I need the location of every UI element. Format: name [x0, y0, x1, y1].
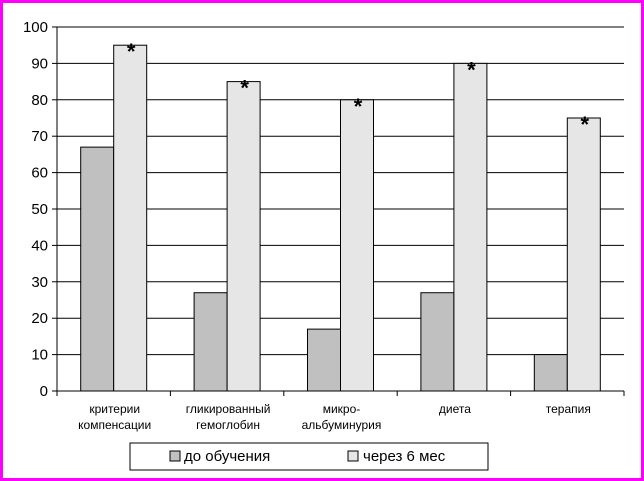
bar-s1-c1 — [226, 81, 261, 392]
bar-s0-c4 — [533, 354, 568, 392]
significance-star-2: * — [354, 94, 363, 119]
significance-star-0: * — [127, 39, 136, 64]
category-label-4-0: терапия — [546, 402, 591, 416]
y-tick-label-70: 70 — [31, 128, 48, 145]
category-label-0-1: компенсации — [78, 418, 151, 432]
y-tick-label-100: 100 — [23, 19, 48, 36]
y-tick-label-30: 30 — [31, 274, 48, 291]
bar-s1-c0 — [113, 44, 148, 392]
category-label-1-1: гемоглобин — [196, 418, 260, 432]
y-tick-label-80: 80 — [31, 92, 48, 109]
y-tick-label-90: 90 — [31, 55, 48, 72]
significance-star-1: * — [240, 76, 249, 101]
bar-s0-c1 — [193, 292, 228, 392]
y-tick-label-20: 20 — [31, 310, 48, 327]
bar-s1-c3 — [453, 62, 488, 392]
bars — [80, 44, 601, 392]
category-label-2-0: микро- — [323, 402, 361, 416]
bar-s1-c2 — [340, 99, 374, 392]
legend-swatch-0 — [169, 450, 181, 462]
legend: до обучения через 6 мес — [129, 442, 489, 471]
legend-box — [129, 442, 489, 471]
category-label-2-1: альбуминурия — [302, 418, 382, 432]
legend-swatch-1 — [347, 450, 359, 462]
bar-s0-c0 — [80, 146, 115, 392]
category-label-1-0: гликированный — [186, 402, 271, 416]
y-tick-label-40: 40 — [31, 237, 48, 254]
y-tick-label-10: 10 — [31, 347, 48, 364]
significance-star-4: * — [581, 112, 590, 137]
category-label-3-0: диета — [439, 402, 471, 416]
bar-s1-c4 — [566, 117, 601, 392]
category-label-0-0: критерии — [89, 402, 140, 416]
axes — [52, 26, 625, 396]
y-tick-label-60: 60 — [31, 165, 48, 182]
legend-label-1: через 6 мес — [363, 448, 446, 465]
y-tick-label-0: 0 — [40, 383, 48, 400]
bar-s0-c2 — [307, 328, 341, 392]
significance-star-3: * — [467, 57, 476, 82]
grid-lines — [57, 26, 624, 356]
legend-label-0: до обучения — [184, 448, 270, 465]
y-tick-label-50: 50 — [31, 201, 48, 218]
labels: 0 10 20 30 40 50 60 70 80 90 100 * критерии компенсац… — [23, 19, 591, 432]
bar-s0-c3 — [420, 292, 455, 392]
